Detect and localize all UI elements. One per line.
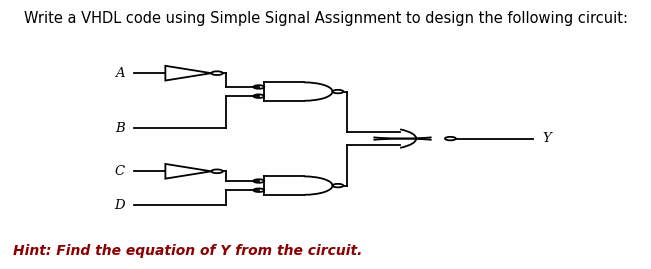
Circle shape bbox=[445, 137, 456, 140]
Circle shape bbox=[212, 169, 223, 173]
Text: Y: Y bbox=[542, 132, 551, 145]
Circle shape bbox=[212, 71, 223, 75]
Text: C: C bbox=[115, 165, 124, 178]
Text: Write a VHDL code using Simple Signal Assignment to design the following circuit: Write a VHDL code using Simple Signal As… bbox=[23, 11, 628, 26]
Circle shape bbox=[253, 85, 264, 89]
Circle shape bbox=[253, 189, 264, 192]
Text: A: A bbox=[115, 67, 124, 80]
Circle shape bbox=[333, 184, 343, 187]
Circle shape bbox=[253, 94, 264, 98]
Circle shape bbox=[253, 179, 264, 183]
Text: D: D bbox=[114, 199, 124, 211]
Text: Hint: Find the equation of Y from the circuit.: Hint: Find the equation of Y from the ci… bbox=[13, 244, 363, 258]
Circle shape bbox=[333, 90, 343, 93]
Text: B: B bbox=[115, 122, 124, 135]
